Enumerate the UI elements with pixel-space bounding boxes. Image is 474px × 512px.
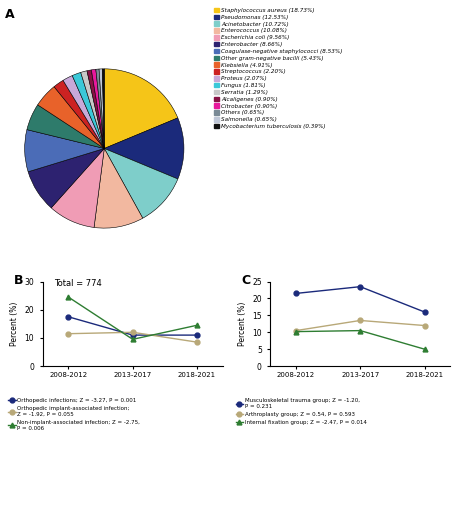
- Legend: Orthopedic infections; Z = -3.27, P = 0.001, Orthopedic implant-associated infec: Orthopedic infections; Z = -3.27, P = 0.…: [6, 396, 143, 433]
- Wedge shape: [104, 118, 184, 179]
- Wedge shape: [102, 69, 104, 148]
- Wedge shape: [72, 72, 104, 148]
- Legend: Musculoskeletal trauma group; Z = -1.20,
P = 0.231, Arthroplasty group; Z = 0.54: Musculoskeletal trauma group; Z = -1.20,…: [233, 396, 369, 427]
- Wedge shape: [104, 148, 178, 218]
- Wedge shape: [27, 105, 104, 148]
- Wedge shape: [51, 148, 104, 227]
- Wedge shape: [94, 148, 143, 228]
- Legend: Staphylococcus aureus (18.73%), Pseudomonas (12.53%), Acinetobacter (10.72%), En: Staphylococcus aureus (18.73%), Pseudomo…: [211, 6, 345, 132]
- Wedge shape: [28, 148, 104, 208]
- Wedge shape: [91, 69, 104, 148]
- Y-axis label: Percent (%): Percent (%): [237, 302, 246, 346]
- Wedge shape: [37, 87, 104, 148]
- Wedge shape: [87, 70, 104, 148]
- Wedge shape: [96, 69, 104, 148]
- Y-axis label: Percent (%): Percent (%): [10, 302, 19, 346]
- Wedge shape: [104, 69, 178, 148]
- Text: B: B: [14, 274, 24, 287]
- Text: C: C: [242, 274, 251, 287]
- Wedge shape: [81, 71, 104, 148]
- Wedge shape: [25, 130, 104, 172]
- Text: A: A: [5, 8, 14, 20]
- Wedge shape: [99, 69, 104, 148]
- Text: Total = 774: Total = 774: [55, 279, 102, 288]
- Wedge shape: [63, 76, 104, 148]
- Wedge shape: [54, 80, 104, 148]
